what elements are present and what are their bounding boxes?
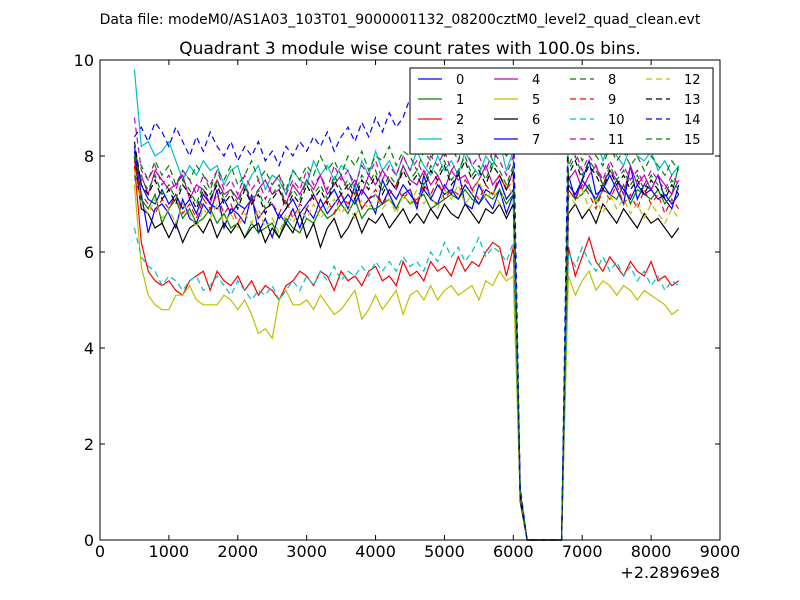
legend-label-2: 2 (456, 113, 464, 128)
legend-label-4: 4 (532, 73, 540, 88)
legend-label-11: 11 (608, 133, 625, 148)
series-line-6 (133, 155, 680, 541)
axis-ticks-layer: 0 1000 2000 3000 4000 5000 6000 7000 8000 9000 0 2 4… (74, 51, 741, 561)
legend-label-10: 10 (608, 113, 625, 128)
x-tick-label: 6000 (493, 542, 534, 561)
x-tick-label: 5000 (424, 542, 465, 561)
data-file-label: Data file: modeM0/AS1A03_103T01_90000011… (100, 12, 701, 28)
plot-frame (99, 59, 721, 541)
series-line-10 (133, 227, 680, 541)
chart-title: Quadrant 3 module wise count rates with … (179, 39, 640, 59)
legend-label-6: 6 (532, 113, 540, 128)
x-tick-label: 7000 (562, 542, 603, 561)
y-tick-label: 10 (74, 51, 94, 70)
series-line-8 (133, 135, 680, 541)
x-tick-label: 2000 (217, 542, 258, 561)
y-tick-label: 2 (84, 435, 94, 454)
legend-label-15: 15 (684, 133, 701, 148)
legend-label-7: 7 (532, 133, 540, 148)
series-line-12 (133, 170, 680, 541)
legend-label-5: 5 (532, 93, 540, 108)
series-line-4 (134, 163, 680, 541)
legend-label-13: 13 (684, 93, 701, 108)
series-line-13 (133, 141, 680, 541)
y-tick-label: 8 (84, 147, 94, 166)
x-tick-label: 9000 (700, 542, 741, 561)
y-tick-label: 0 (84, 531, 94, 550)
x-tick-label: 8000 (631, 542, 672, 561)
legend-label-9: 9 (608, 93, 616, 108)
series-line-15 (133, 154, 680, 541)
legend-label-8: 8 (608, 73, 616, 88)
series-line-9 (133, 160, 680, 541)
y-tick-label: 4 (84, 339, 94, 358)
x-tick-label: 0 (95, 542, 105, 561)
series-line-11 (133, 117, 680, 541)
legend-label-14: 14 (684, 113, 701, 128)
x-tick-label: 3000 (286, 542, 327, 561)
series-lines-layer (133, 69, 680, 541)
y-tick-label: 6 (84, 243, 94, 262)
legend-box (409, 67, 714, 155)
legend-label-3: 3 (456, 133, 464, 148)
x-tick-label: 4000 (355, 542, 396, 561)
x-offset-label: +2.28969e8 (620, 563, 720, 582)
legend-label-0: 0 (456, 73, 464, 88)
x-tick-label: 1000 (149, 542, 190, 561)
series-line-5 (133, 184, 680, 541)
legend-label-1: 1 (456, 93, 464, 108)
series-line-2 (133, 165, 680, 541)
legend-label-12: 12 (684, 73, 701, 88)
series-line-7 (133, 146, 680, 541)
